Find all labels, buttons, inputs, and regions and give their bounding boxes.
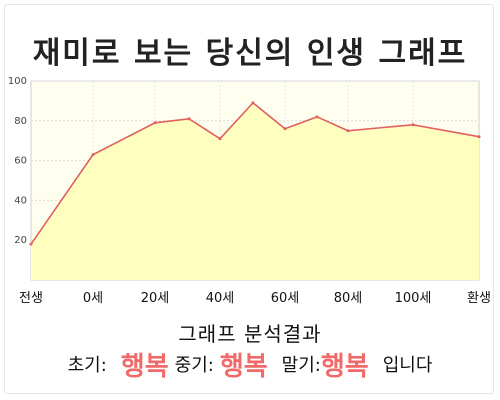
y-tick-label: 40 bbox=[14, 195, 27, 206]
x-tick-label: 40세 bbox=[206, 291, 235, 306]
early-result: 행복 bbox=[120, 351, 169, 382]
data-point bbox=[29, 242, 33, 246]
y-tick-label: 100 bbox=[8, 76, 27, 87]
data-point bbox=[91, 153, 95, 157]
middle-result: 행복 bbox=[219, 351, 268, 382]
data-point bbox=[346, 129, 350, 133]
y-axis-ticks: 20 40 60 80 100 bbox=[8, 76, 27, 246]
late-result: 행복 bbox=[320, 351, 369, 382]
data-point bbox=[218, 137, 222, 141]
life-area-fill bbox=[31, 102, 479, 280]
data-point bbox=[477, 135, 481, 139]
suffix-text: 입니다 bbox=[382, 355, 433, 376]
data-point bbox=[187, 117, 191, 121]
x-tick-label: 80세 bbox=[334, 291, 363, 306]
analysis-result-row: 초기: 행복 중기: 행복 말기: 행복 입니다 bbox=[0, 344, 500, 384]
analysis-title: 그래프 분석결과 bbox=[178, 322, 322, 346]
chart-title: 재미로 보는 당신의 인생 그래프 bbox=[32, 36, 468, 71]
x-tick-label: 100세 bbox=[395, 291, 432, 306]
x-tick-label: 환생 bbox=[467, 291, 491, 306]
chart-frame bbox=[4, 4, 494, 394]
data-point bbox=[315, 115, 319, 119]
x-tick-label: 60세 bbox=[271, 291, 300, 306]
y-tick-label: 60 bbox=[14, 156, 27, 167]
x-tick-label: 20세 bbox=[141, 291, 170, 306]
x-axis-ticks: 전생 0세 20세 40세 60세 80세 100세 환생 bbox=[19, 291, 491, 306]
late-label: 말기: bbox=[281, 355, 321, 376]
data-point bbox=[283, 127, 287, 131]
middle-label: 중기: bbox=[174, 355, 214, 376]
x-tick-label: 전생 bbox=[19, 291, 43, 306]
x-tick-label: 0세 bbox=[83, 291, 103, 306]
early-label: 초기: bbox=[67, 355, 107, 376]
y-tick-label: 20 bbox=[14, 235, 27, 246]
data-point bbox=[153, 121, 157, 125]
data-point bbox=[251, 101, 255, 105]
data-point bbox=[411, 123, 415, 127]
y-tick-label: 80 bbox=[14, 116, 27, 127]
